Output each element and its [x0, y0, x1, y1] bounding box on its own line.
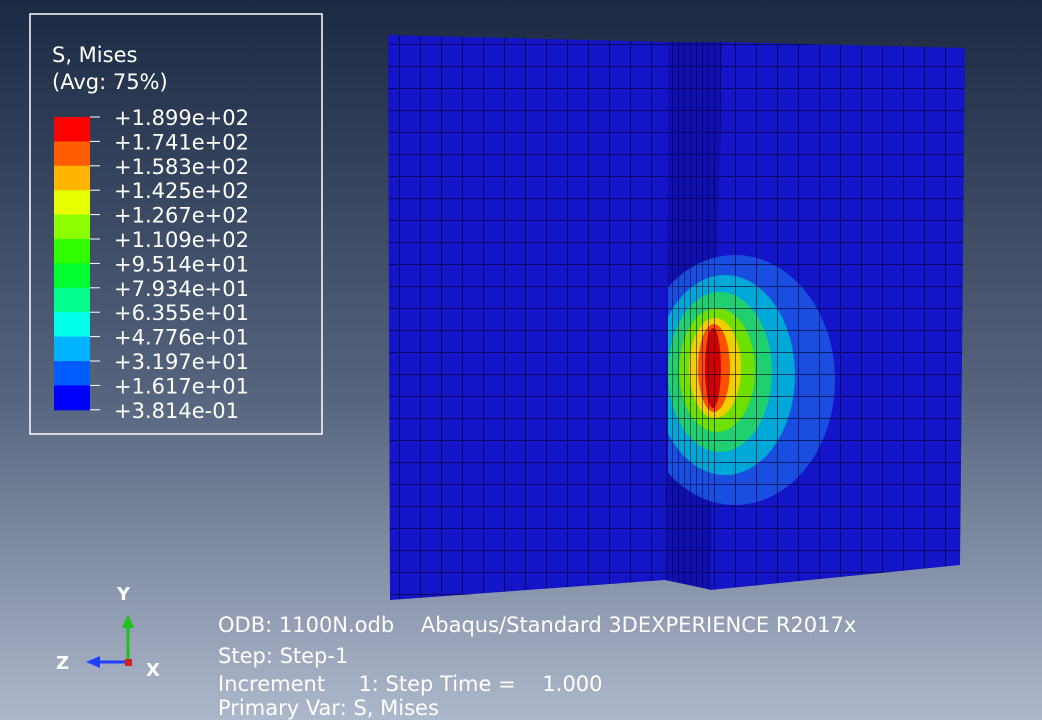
legend-band	[54, 117, 90, 142]
legend-label: +3.814e-01	[114, 399, 239, 423]
legend-band	[54, 337, 90, 362]
legend-label: +1.267e+02	[114, 204, 249, 228]
viewport: S, Mises (Avg: 75%) +1.899e+02+1.741e+02…	[0, 0, 1042, 720]
legend-band	[54, 385, 90, 410]
x-axis-point	[125, 659, 132, 666]
triad-x: X	[146, 660, 160, 681]
legend-band	[54, 312, 90, 337]
step-line: Step: Step-1	[218, 644, 348, 668]
legend-label: +1.617e+01	[114, 374, 249, 398]
legend-band	[54, 166, 90, 191]
model	[388, 35, 965, 600]
legend-band	[54, 215, 90, 240]
legend-label: +1.109e+02	[114, 228, 249, 252]
legend-label: +4.776e+01	[114, 326, 249, 350]
legend-label: +7.934e+01	[114, 277, 249, 301]
primary-var-line: Primary Var: S, Mises	[218, 696, 439, 720]
right-plate-mesh	[710, 42, 965, 590]
legend-band	[54, 239, 90, 264]
legend-label: +1.741e+02	[114, 130, 249, 154]
triad-z: Z	[56, 653, 69, 674]
triad-y: Y	[116, 584, 131, 605]
legend-band	[54, 141, 90, 166]
legend-subtitle: (Avg: 75%)	[52, 70, 168, 94]
legend-items: +1.899e+02+1.741e+02+1.583e+02+1.425e+02…	[54, 106, 249, 423]
legend-label: +9.514e+01	[114, 252, 249, 276]
legend-label: +1.583e+02	[114, 155, 249, 179]
left-plate-mesh	[388, 35, 668, 600]
legend-band	[54, 288, 90, 313]
legend-label: +6.355e+01	[114, 301, 249, 325]
odb-line: ODB: 1100N.odb Abaqus/Standard 3DEXPERIE…	[218, 613, 856, 637]
legend-band	[54, 190, 90, 215]
legend-label: +1.899e+02	[114, 106, 249, 130]
increment-line: Increment 1: Step Time = 1.000	[218, 672, 603, 696]
legend-band	[54, 263, 90, 288]
legend-label: +3.197e+01	[114, 350, 249, 374]
page: {"legend": {"title": "S, Mises", "subtit…	[0, 0, 1042, 720]
legend-title: S, Mises	[52, 43, 137, 67]
legend-band	[54, 361, 90, 386]
legend-label: +1.425e+02	[114, 179, 249, 203]
